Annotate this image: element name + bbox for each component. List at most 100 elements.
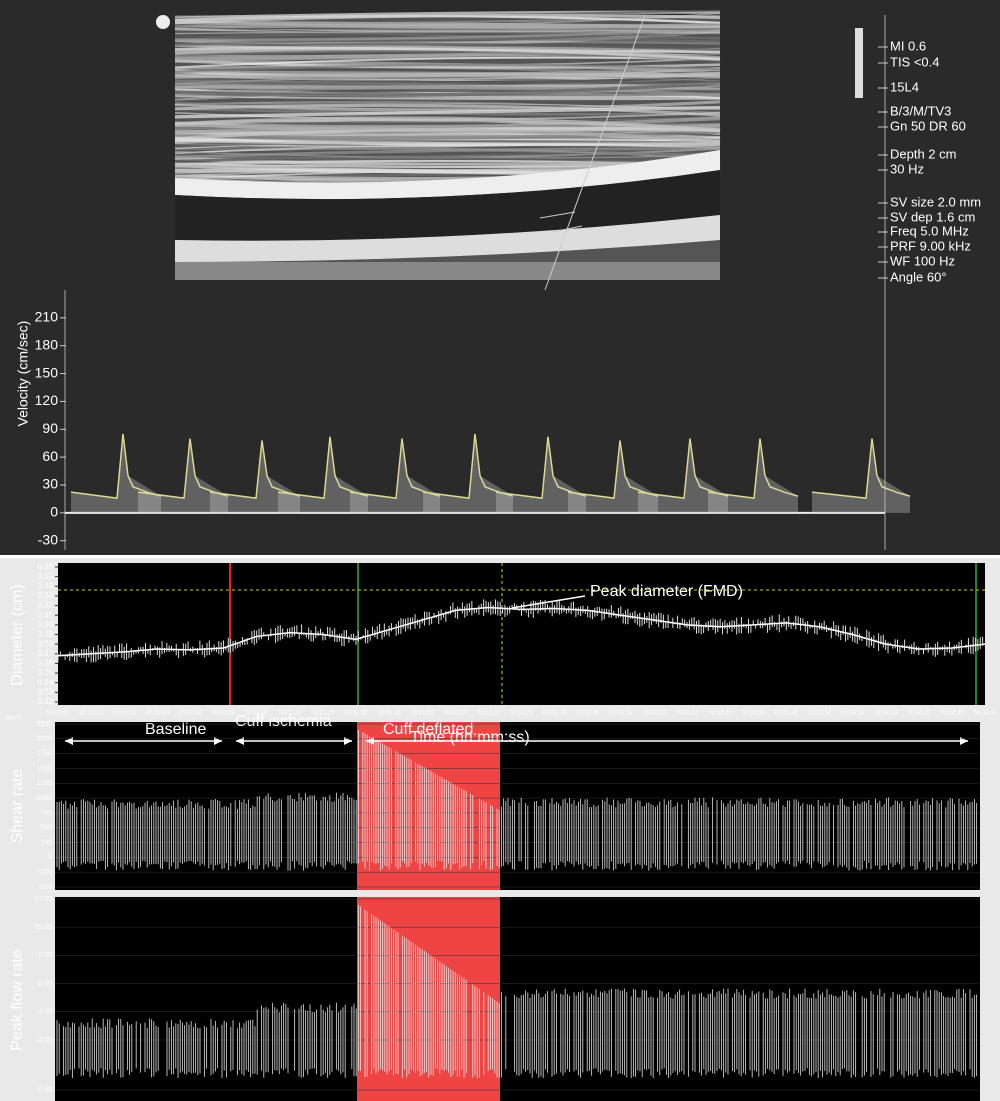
param-text: WF 100 Hz	[890, 253, 955, 268]
tissue-streak	[174, 105, 721, 119]
velocity-envelope	[210, 440, 300, 513]
x-tick-label: 00:03:20	[708, 711, 732, 717]
y-tick-label: 90	[42, 420, 58, 436]
y-tick-label: 0.32	[37, 601, 53, 610]
velocity-beat	[811, 438, 911, 499]
annotation-arrow	[511, 595, 586, 609]
y-axis-label: Peak flow rate	[9, 949, 26, 1050]
tissue-streak	[174, 127, 721, 144]
x-tick-label: 00:00:20	[113, 711, 137, 717]
x-tick-label: 00:02:00	[444, 711, 468, 717]
param-text: SV dep 1.6 cm	[890, 209, 975, 224]
velocity-envelope	[138, 438, 228, 513]
y-tick-label: 0.23	[37, 687, 53, 696]
tissue-streak	[174, 73, 721, 79]
y-tick-label: 0.28	[37, 639, 53, 648]
y-tick-label: 2.00	[38, 1037, 52, 1044]
vessel-wall	[175, 215, 720, 262]
charts: Velocity (cm/sec)210 180 150 120 90 60 30 0 -30 0…	[5, 290, 997, 1094]
velocity-envelope	[638, 438, 728, 513]
x-tick-label: 00:01:00	[245, 711, 269, 717]
param-text: Gn 50 DR 60	[890, 118, 966, 133]
y-tick-label: 2000	[36, 736, 52, 743]
y-axis-label: Shear rate	[9, 769, 26, 844]
x-tick-label: 00:02:40	[576, 711, 600, 717]
param-text: 15L4	[890, 79, 919, 94]
x-tick-label: 00:02:10	[477, 711, 501, 717]
x-tick-label: 00:03:30	[742, 711, 766, 717]
y-tick-label: 6.00	[38, 1087, 52, 1094]
tissue-streak	[174, 46, 721, 61]
x-tick-label: 00:00:40	[179, 711, 203, 717]
param-text: B/3/M/TV3	[890, 103, 951, 118]
y-tick-label: 1250	[36, 780, 52, 787]
y-tick-label: 180	[35, 336, 59, 352]
tissue-streak	[174, 85, 721, 97]
velocity-envelope	[350, 438, 440, 513]
y-tick-label: 8.00	[38, 952, 52, 959]
tissue-streak	[174, 130, 721, 140]
x-tick-label: 00:04:30	[940, 711, 964, 717]
shear-plot-area	[55, 722, 980, 890]
x-tick-label: 00:00:30	[146, 711, 170, 717]
y-axis-label: Velocity (cm/sec)	[15, 321, 31, 427]
velocity-envelope	[708, 438, 798, 513]
velocity-beat	[707, 438, 799, 499]
vessel-lumen	[175, 170, 720, 241]
tissue-streak	[174, 138, 721, 147]
y-tick-label: 0.29	[37, 630, 53, 639]
y-tick-label: 0	[50, 504, 58, 520]
x-tick-label: 00:01:20	[311, 711, 335, 717]
y-tick-label: 0.25	[37, 668, 53, 677]
annotation: Peak diameter (FMD)	[590, 583, 743, 600]
x-tick-label: 00:02:20	[510, 711, 534, 717]
x-tick-label: 00:02:50	[609, 711, 633, 717]
x-tick-label: 00:00:10	[79, 711, 103, 717]
param-text: 30 Hz	[890, 161, 924, 176]
x-axis-label: Time (hh:mm:ss)	[410, 729, 529, 746]
param-text: Freq 5.0 MHz	[890, 223, 969, 238]
y-tick-label: 750	[40, 810, 52, 817]
x-tick-label: 00:01:30	[344, 711, 368, 717]
tissue-streak	[174, 102, 721, 110]
y-tick-label: 0.22	[37, 697, 53, 706]
param-text: MI 0.6	[890, 38, 926, 53]
tissue-streak	[174, 63, 721, 74]
param-text: TIS <0.4	[890, 54, 940, 69]
image-bottom	[175, 262, 720, 280]
y-tick-label: 20.00	[34, 924, 52, 931]
y-axis-label: Diameter (cm)	[9, 584, 26, 685]
x-tick-label: 00:03:10	[675, 711, 699, 717]
param-text: Angle 60°	[890, 269, 947, 284]
x-tick-label: 00:01:10	[278, 711, 302, 717]
tissue-streak	[174, 37, 721, 47]
doppler-cursor	[544, 14, 646, 291]
y-tick-label: -500	[38, 884, 52, 891]
tissue-streak	[174, 56, 721, 69]
y-tick-label: 4.00	[38, 1009, 52, 1016]
tissue-streak	[174, 116, 721, 124]
tissue-streak	[174, 28, 721, 42]
y-tick-label: 2250	[36, 721, 52, 728]
x-tick-label: 00:01:50	[410, 711, 434, 717]
tissue-streak	[174, 20, 721, 30]
x-tick-label: 00:00:50	[212, 711, 236, 717]
sample-gate	[551, 225, 583, 233]
y-tick-label: 0.27	[37, 649, 53, 658]
tissue-streak	[174, 104, 721, 111]
y-tick-label: 0.36	[37, 562, 53, 571]
x-tick-label: 00:00:00	[46, 711, 70, 717]
x-tick-label: 00:04:40	[973, 711, 997, 717]
gray-scale-bar	[855, 28, 863, 98]
y-tick-label: 250	[40, 839, 52, 846]
y-tick-label: 0.35	[37, 572, 53, 581]
tissue-streak	[174, 80, 721, 98]
y-tick-label: 0.34	[37, 581, 53, 590]
y-tick-label: 500	[40, 825, 52, 832]
velocity-beat	[209, 440, 301, 499]
y-tick-label: -30	[38, 531, 58, 547]
velocity-envelope	[278, 436, 368, 513]
